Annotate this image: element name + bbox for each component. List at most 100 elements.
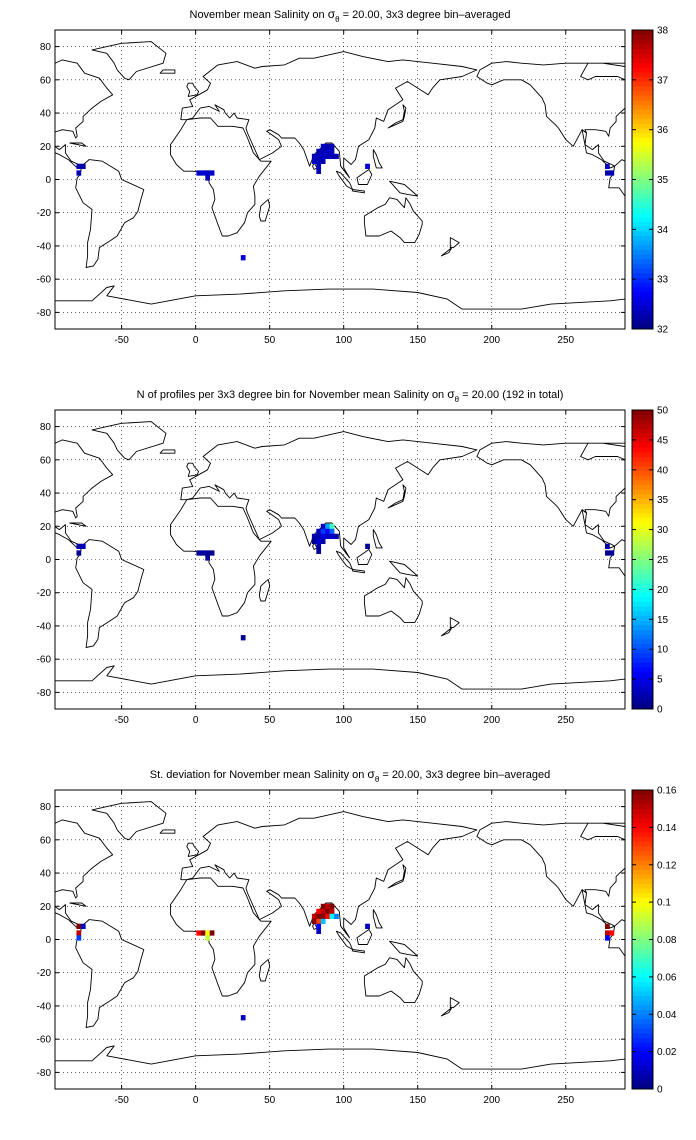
stdev-coastline (69, 902, 87, 907)
stdev-colorbar-segment (632, 939, 653, 945)
stdev-coastline (440, 1007, 453, 1017)
salinity-colorbar-segment (632, 277, 653, 283)
stdev-colorbar-segment (632, 1000, 653, 1006)
profiles-colorbar-tick-label: 0 (657, 705, 663, 716)
salinity-colorbar-segment (632, 39, 653, 45)
salinity-colorbar-segment (632, 132, 653, 138)
stdev-data-bin (205, 935, 211, 941)
profiles-coastline (55, 439, 114, 549)
profiles-colorbar-segment (632, 438, 653, 444)
salinity-colorbar: 32 33 34 35 36 37 38 (631, 26, 669, 336)
profiles-colorbar-tick-label: 5 (657, 675, 663, 686)
stdev-xtick-label: 250 (557, 1095, 574, 1106)
profiles-xtick-label: 100 (335, 715, 352, 726)
profiles-ytick-label: 0 (45, 555, 51, 566)
salinity-colorbar-segment (632, 221, 653, 227)
profiles-colorbar-segment (632, 573, 653, 579)
stdev-coastline (372, 909, 383, 929)
salinity-colorbar-segment (632, 160, 653, 166)
salinity-data-bin (325, 153, 330, 160)
profiles-colorbar-segment (632, 620, 653, 626)
stdev-coastline (186, 842, 200, 857)
stdev-data-bin (605, 935, 610, 941)
stdev-colorbar-tick-label: 0.12 (657, 860, 677, 871)
salinity-coastline (389, 180, 419, 197)
profiles-ytick-label: -80 (37, 688, 52, 699)
stdev-colorbar-segment (632, 1046, 653, 1053)
stdev-data-bin (320, 913, 326, 920)
profiles-data-bin (609, 550, 615, 556)
salinity-data-bin (605, 170, 610, 176)
stdev-ytick-label: -20 (37, 968, 52, 979)
salinity-ytick-label: 20 (40, 142, 52, 153)
profiles-colorbar-segment (632, 671, 653, 677)
stdev-map-svg: St. deviation for November mean Salinity… (37, 767, 677, 1106)
stdev-data-bin (205, 930, 211, 936)
salinity-coastlines (55, 41, 625, 329)
salinity-coastline (55, 59, 114, 169)
salinity-colorbar-segment (632, 67, 653, 73)
profiles-coastline (75, 539, 145, 648)
profiles-colorbar-segment (632, 638, 653, 644)
profiles-data-bin (320, 538, 326, 545)
stdev-colorbar-segment (632, 911, 653, 917)
profiles-coastline (449, 617, 460, 629)
salinity-coastline (387, 104, 407, 129)
profiles-coastline (352, 569, 365, 574)
profiles-colorbar-segment (632, 699, 653, 705)
salinity-data-bin (205, 175, 211, 181)
profiles-ytick-label: 40 (40, 489, 52, 500)
stdev-colorbar-tick-label: 0.06 (657, 972, 677, 983)
stdev-colorbar-segment (632, 883, 653, 889)
stdev-ytick-label: 80 (40, 802, 52, 813)
salinity-data-bin (196, 170, 202, 176)
stdev-colorbar-segment (632, 1004, 653, 1010)
salinity-colorbar-tick-label: 37 (657, 75, 669, 86)
stdev-colorbar-segment (632, 1023, 653, 1029)
profiles-ytick-label: 60 (40, 455, 52, 466)
profiles-colorbar-segment (632, 662, 653, 668)
salinity-data-bin (316, 153, 322, 160)
stdev-data-bin (609, 930, 615, 936)
profiles-data-bin (316, 528, 322, 535)
salinity-data-bin (316, 148, 322, 155)
stdev-data-bin (329, 908, 335, 915)
profiles-colorbar-segment (632, 517, 653, 523)
profiles-data-bin (240, 635, 246, 641)
stdev-colorbar-tick-label: 0.16 (657, 786, 677, 797)
profiles-colorbar-segment (632, 559, 653, 565)
stdev-coastline (389, 940, 419, 957)
stdev-coastline (352, 949, 365, 954)
salinity-data-bin (316, 168, 322, 174)
salinity-colorbar-segment (632, 123, 653, 129)
salinity-colorbar-segment (632, 291, 653, 297)
profiles-data-bin (320, 523, 326, 530)
profiles-colorbar-segment (632, 466, 653, 472)
stdev-data-bin (209, 930, 215, 936)
stdev-data-bin (200, 930, 206, 936)
salinity-colorbar-segment (632, 296, 653, 302)
stdev-colorbar-segment (632, 855, 653, 861)
stdev-colorbar-segment (632, 1070, 653, 1076)
stdev-colorbar-segment (632, 846, 653, 852)
salinity-data-bin (320, 148, 326, 155)
salinity-data-bin (325, 143, 330, 150)
stdev-data-bin (329, 903, 335, 910)
salinity-colorbar-tick-label: 34 (657, 225, 669, 236)
profiles-colorbar-segment (632, 545, 653, 551)
stdev-colorbar-segment (632, 1084, 653, 1090)
salinity-data-bin (76, 170, 82, 176)
stdev-ytick-label: 60 (40, 835, 52, 846)
stdev-colorbar-segment (632, 990, 653, 996)
salinity-colorbar-segment (632, 170, 653, 176)
salinity-colorbar-segment (632, 128, 653, 134)
salinity-colorbar-segment (632, 212, 653, 218)
stdev-colorbar-segment (632, 944, 653, 950)
salinity-colorbar-segment (632, 319, 653, 325)
stdev-xtick-label: -50 (114, 1095, 129, 1106)
stdev-colorbar-segment (632, 860, 653, 866)
salinity-data-bin (316, 158, 322, 165)
stdev-xtick-label: 200 (483, 1095, 500, 1106)
stdev-colorbar-segment (632, 1056, 653, 1062)
profiles-colorbar-segment (632, 624, 653, 630)
